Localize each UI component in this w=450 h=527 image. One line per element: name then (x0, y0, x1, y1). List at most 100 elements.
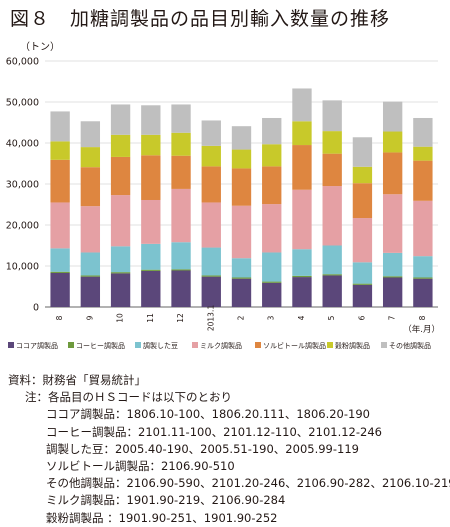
x-tick-label: 5 (327, 315, 336, 320)
bar-segment-milk (171, 188, 191, 243)
x-tick-label: 7 (388, 315, 397, 320)
legend-label: 穀粉調製品 (335, 341, 370, 350)
legend-swatch-other (381, 342, 387, 348)
bar-segment-bean (50, 248, 70, 272)
bar-segment-cereal (141, 134, 161, 156)
hs-code-line: ミルク調製品：1901.90-219、2106.90-284 (46, 493, 286, 508)
bar-segment-milk (141, 199, 161, 244)
y-tick-label: 10,000 (6, 262, 39, 273)
legend-label: コーヒー調製品 (76, 341, 125, 350)
bar-segment-cocoa (201, 276, 221, 307)
bar-segment-sorbitol (201, 166, 221, 203)
bar-segment-milk (110, 195, 131, 247)
y-tick-label: 50,000 (6, 98, 39, 109)
bar-segment-cocoa (80, 276, 101, 307)
bar-segment-bean (322, 245, 342, 275)
bar-segment-cocoa (141, 270, 161, 307)
x-tick-label: 8 (418, 315, 427, 320)
bar-segment-milk (292, 189, 312, 250)
x-tick-label: 2013.1 (206, 305, 215, 331)
bar-segment-bean (352, 262, 373, 284)
x-tick-label: 10 (116, 313, 125, 323)
notes-section: 資料：財務省「貿易統計」 注：各品目のＨＳコードは以下のとおり ココア調製品：1… (8, 372, 450, 527)
bar-segment-sorbitol (382, 152, 403, 195)
hs-code-line: 穀粉調製品 ：1901.90-251、1901.90-252 (46, 510, 278, 525)
bar-segment-bean (201, 247, 221, 276)
bar-segment-bean (110, 246, 131, 273)
bar-segment-sorbitol (171, 155, 191, 189)
hs-code-line: ソルビトール調製品：2106.90-510 (46, 459, 235, 474)
bar-segment-other (352, 137, 373, 167)
bar-segment-other (80, 121, 101, 148)
bar-segment-other (171, 104, 191, 133)
bar-segment-coffee (382, 276, 403, 278)
legend-swatch-coffee (68, 342, 74, 348)
bar-segment-bean (382, 252, 403, 277)
bar-segment-milk (80, 206, 101, 253)
bar-segment-cereal (292, 121, 312, 146)
bar-segment-cereal (262, 144, 282, 167)
bar-segment-sorbitol (50, 159, 70, 203)
bar-segment-cocoa (382, 277, 403, 307)
bar-segment-cocoa (322, 275, 342, 307)
bar-segment-coffee (262, 281, 282, 283)
legend-label: ココア調製品 (16, 341, 58, 350)
bar-segment-other (50, 111, 70, 142)
bar-segment-cocoa (50, 272, 70, 307)
bar-segment-cocoa (231, 278, 252, 307)
bar-segment-cereal (322, 131, 342, 154)
bar-segment-milk (262, 204, 282, 253)
x-tick-label: 11 (146, 313, 155, 323)
bar-segment-cereal (80, 147, 101, 168)
hs-code-line: 調製した豆：2005.40-190、2005.51-190、2005.99-11… (46, 441, 359, 456)
bar-segment-cocoa (413, 278, 433, 307)
bar-segment-cereal (231, 149, 252, 169)
x-tick-label: 12 (176, 313, 185, 323)
bar-segment-cereal (382, 131, 403, 153)
legend-label: ミルク調製品 (200, 341, 242, 350)
note-head: 注：各品目のＨＳコードは以下のとおり (25, 390, 232, 405)
bar-segment-sorbitol (322, 153, 342, 187)
bar-segment-milk (231, 205, 252, 259)
bar-segment-bean (141, 243, 161, 270)
bar-segment-sorbitol (292, 145, 312, 190)
bar-segment-sorbitol (352, 183, 373, 219)
bar-segment-milk (352, 218, 373, 263)
y-tick-label: 60,000 (6, 57, 39, 68)
bar-segment-bean (171, 242, 191, 270)
legend-label: 調製した豆 (143, 341, 178, 350)
bar-segment-other (110, 104, 131, 135)
bar-segment-other (201, 120, 221, 146)
bar-segment-cereal (110, 134, 131, 157)
x-tick-label: 3 (267, 315, 276, 320)
stacked-bar-chart: 0 10,000 20,000 30,000 40,000 50,000 60,000 8 9 1… (6, 57, 440, 351)
bar-segment-cereal (413, 146, 433, 161)
bar-segment-other (141, 105, 161, 135)
bar-segment-bean (80, 252, 101, 276)
legend-swatch-cocoa (8, 342, 14, 348)
source-note: 資料：財務省「貿易統計」 (8, 373, 146, 387)
bar-segment-sorbitol (141, 155, 161, 200)
bar-segment-bean (231, 258, 252, 278)
bar-segment-coffee (322, 274, 342, 276)
bar-segment-coffee (80, 275, 101, 277)
y-axis-unit: （トン） (20, 42, 60, 53)
bar-segment-cocoa (352, 284, 373, 307)
bar-segment-sorbitol (110, 156, 131, 196)
bar-segment-coffee (141, 269, 161, 271)
legend-swatch-sorbitol (255, 342, 261, 348)
bar-segment-sorbitol (80, 167, 101, 207)
bar-segment-sorbitol (262, 166, 282, 205)
bar-segment-coffee (201, 275, 221, 277)
bar-segment-cereal (201, 145, 221, 167)
legend-swatch-bean (135, 342, 141, 348)
bar-segment-cereal (171, 132, 191, 156)
page-title: 図８ 加糖調製品の品目別輸入数量の推移 (10, 8, 391, 30)
bar-segment-cereal (50, 141, 70, 160)
bar-segment-cocoa (171, 270, 191, 307)
bar-segment-other (413, 117, 433, 147)
bar-segment-other (322, 100, 342, 132)
bar-segment-coffee (292, 275, 312, 278)
y-tick-label: 30,000 (6, 180, 39, 191)
bar-segment-bean (292, 249, 312, 276)
